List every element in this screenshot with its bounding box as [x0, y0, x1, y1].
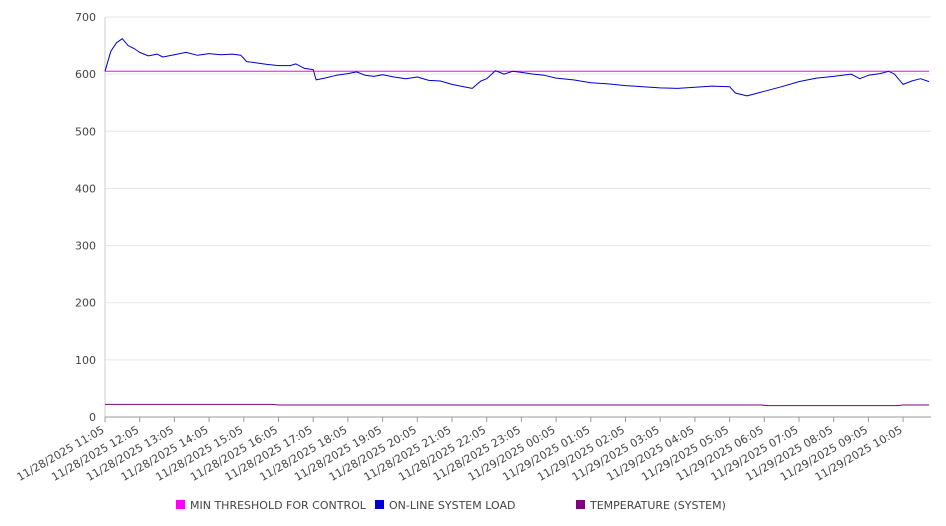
legend-entry: MIN THRESHOLD FOR CONTROL [190, 499, 367, 512]
legend-swatch [375, 500, 384, 509]
grid-lines [105, 16, 931, 361]
y-tick-label: 700 [75, 11, 96, 24]
legend-swatch [176, 500, 185, 509]
legend-swatch [576, 500, 585, 509]
series-line [105, 403, 930, 407]
legend-entry: TEMPERATURE (SYSTEM) [589, 499, 726, 512]
series-line [104, 38, 930, 97]
y-tick-label: 200 [75, 297, 96, 310]
y-tick-label: 100 [75, 354, 96, 367]
legend: MIN THRESHOLD FOR CONTROL ON-LINE SYSTEM … [176, 499, 726, 512]
y-tick-label: 400 [75, 182, 96, 195]
y-tick-label: 0 [89, 411, 96, 424]
y-tick-label: 500 [75, 125, 96, 138]
y-tick-label: 600 [75, 68, 96, 81]
legend-entry: ON-LINE SYSTEM LOAD [389, 499, 515, 512]
y-tick-label: 300 [75, 240, 96, 253]
series-lines [104, 38, 930, 407]
